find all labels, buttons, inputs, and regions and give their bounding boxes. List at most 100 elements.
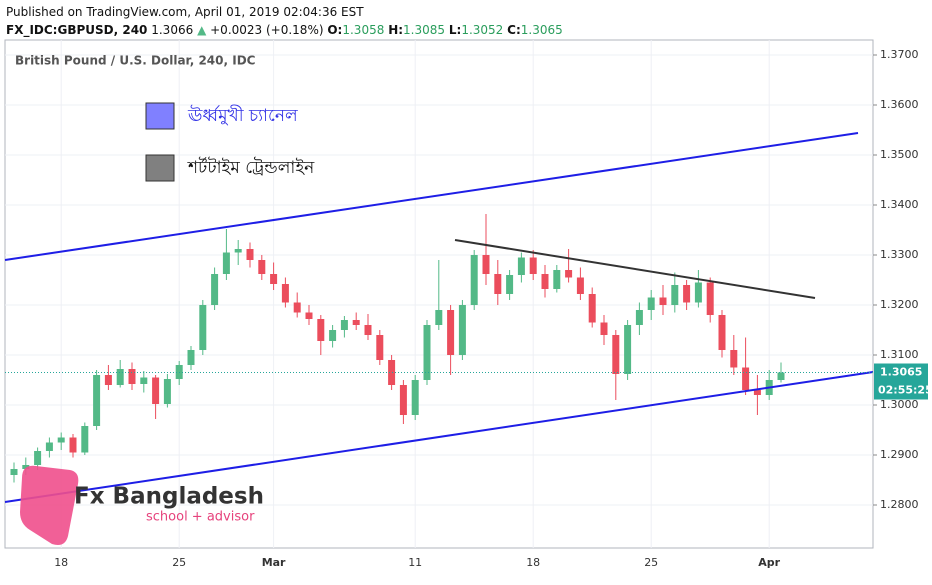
candle-body — [777, 372, 785, 380]
candle-body — [211, 274, 219, 305]
x-tick-label: 11 — [408, 556, 422, 569]
candle-body — [152, 377, 160, 404]
ohlc-value: 1.3058 — [342, 23, 385, 37]
x-tick-label: Mar — [262, 556, 286, 569]
candle-body — [364, 325, 372, 335]
candle-body — [576, 277, 584, 294]
candle-body — [10, 469, 18, 475]
candle-body — [22, 465, 30, 469]
candle-body — [470, 255, 478, 305]
candle-body — [199, 305, 207, 350]
legend-label: শর্টটাইম ট্রেন্ডলাইন — [187, 157, 315, 178]
quote-line: FX_IDC:GBPUSD, 240 1.3066 ▲ +0.0023 (+0.… — [6, 21, 563, 39]
candle-body — [671, 285, 679, 305]
candle-body — [45, 442, 53, 451]
candle-body — [340, 320, 348, 330]
legend-swatch — [145, 154, 175, 182]
candle-body — [116, 369, 124, 385]
x-tick-label: Apr — [758, 556, 780, 569]
y-tick-label: 1.3000 — [880, 398, 919, 411]
candle-body — [517, 257, 525, 275]
legend-label: ঊর্ধ্বমুখী চ্যানেল — [187, 105, 298, 126]
ohlc-label: O: — [327, 23, 343, 37]
change: +0.0023 (+0.18%) — [210, 23, 324, 37]
ohlc-label: L: — [448, 23, 462, 37]
ohlc-value: 1.3085 — [403, 23, 446, 37]
countdown-label: 02:55:25 — [878, 384, 932, 397]
candle-body — [506, 275, 514, 294]
x-tick-label: 25 — [644, 556, 658, 569]
y-tick-label: 1.3700 — [880, 48, 919, 61]
channel-lower — [4, 371, 874, 503]
x-tick-label: 25 — [172, 556, 186, 569]
candles — [10, 214, 785, 483]
plot-frame — [4, 39, 874, 549]
last-price-box — [874, 363, 928, 382]
last-price-label: 1.3065 — [880, 366, 922, 379]
candle-body — [305, 312, 313, 319]
candle-body — [163, 379, 171, 404]
header: Published on TradingView.com, April 01, … — [6, 3, 563, 39]
candle-body — [553, 270, 561, 289]
candle-body — [93, 375, 101, 426]
candle-body — [683, 285, 691, 303]
candle-body — [57, 437, 65, 443]
candle-body — [329, 330, 337, 341]
candle-body — [600, 322, 608, 335]
y-tick-label: 1.2900 — [880, 448, 919, 461]
candle-body — [222, 252, 230, 274]
candle-body — [128, 369, 136, 384]
candle-body — [541, 274, 549, 289]
candle-body — [742, 367, 750, 390]
candle-body — [694, 282, 702, 303]
legend-swatch — [145, 102, 175, 130]
candle-body — [293, 302, 301, 313]
candle-body — [399, 385, 407, 415]
candle-body — [435, 310, 443, 325]
candle-body — [140, 377, 148, 384]
ohlc-label: C: — [507, 23, 521, 37]
ohlc-value: 1.3052 — [461, 23, 504, 37]
candle-body — [529, 257, 537, 274]
candle-body — [730, 350, 738, 368]
candle-body — [234, 249, 242, 253]
candle-body — [258, 260, 266, 274]
y-tick-label: 1.3100 — [880, 348, 919, 361]
candle-body — [718, 315, 726, 350]
trendline — [454, 239, 816, 299]
candle-body — [458, 305, 466, 355]
x-tick-label: 18 — [526, 556, 540, 569]
candle-body — [388, 360, 396, 385]
symbol: FX_IDC:GBPUSD, 240 — [6, 23, 148, 37]
candle-body — [494, 274, 502, 294]
channel-upper — [4, 132, 859, 261]
price: 1.3066 — [151, 23, 194, 37]
candle-body — [588, 294, 596, 323]
y-tick-label: 1.3400 — [880, 198, 919, 211]
candle-body — [281, 284, 289, 303]
watermark-title: Fx Bangladesh — [74, 484, 264, 510]
y-tick-label: 1.3200 — [880, 298, 919, 311]
candle-body — [246, 249, 254, 260]
candle-body — [81, 426, 89, 453]
candle-body — [635, 310, 643, 325]
y-tick-label: 1.3500 — [880, 148, 919, 161]
logo — [20, 465, 79, 545]
y-tick-label: 1.3300 — [880, 248, 919, 261]
candle-body — [34, 451, 42, 465]
candle-body — [352, 320, 360, 325]
candle-body — [317, 319, 325, 341]
candle-body — [376, 335, 384, 360]
candle-body — [482, 255, 490, 274]
candle-body — [187, 350, 195, 365]
candle-body — [659, 297, 667, 305]
candle-body — [270, 274, 278, 284]
ohlc-label: H: — [388, 23, 404, 37]
candle-body — [753, 390, 761, 395]
candle-body — [706, 282, 714, 315]
candle-body — [624, 325, 632, 374]
chart-title: British Pound / U.S. Dollar, 240, IDC — [15, 54, 256, 68]
candle-body — [423, 325, 431, 380]
